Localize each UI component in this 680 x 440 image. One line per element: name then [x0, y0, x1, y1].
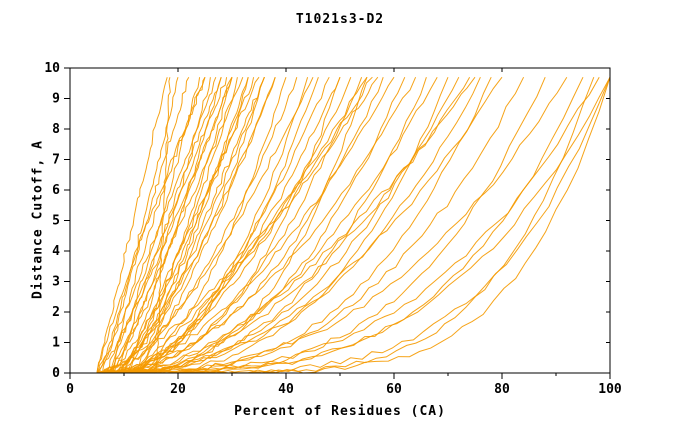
- model-curve: [118, 77, 222, 374]
- model-curve: [96, 76, 368, 374]
- model-curve: [112, 76, 206, 374]
- y-tick-label: 9: [52, 92, 60, 107]
- model-curve: [97, 76, 611, 374]
- y-tick-label: 5: [52, 214, 60, 229]
- model-curve: [112, 76, 314, 374]
- x-tick-label: 20: [170, 382, 186, 397]
- model-curve: [107, 76, 600, 374]
- model-curve: [96, 77, 217, 374]
- model-curve: [129, 76, 476, 374]
- model-curve: [107, 76, 503, 374]
- model-curve: [134, 77, 249, 374]
- y-tick-label: 0: [52, 366, 60, 381]
- model-curve: [113, 77, 611, 374]
- y-tick-label: 3: [52, 275, 60, 290]
- y-tick-label: 1: [52, 336, 60, 351]
- model-curve: [96, 77, 168, 374]
- x-tick-label: 60: [386, 382, 402, 397]
- model-curve: [107, 77, 244, 374]
- model-curve: [96, 77, 233, 374]
- model-curve: [97, 77, 298, 374]
- model-curve: [96, 76, 481, 374]
- model-curve: [123, 76, 260, 374]
- model-curve: [101, 76, 190, 374]
- y-tick-label: 4: [52, 244, 60, 259]
- model-curve: [118, 77, 546, 374]
- model-curve: [124, 76, 568, 374]
- model-curve: [123, 76, 471, 374]
- model-curve: [139, 77, 265, 374]
- model-curve: [96, 77, 265, 374]
- x-tick-label: 40: [278, 382, 294, 397]
- model-curve: [107, 77, 228, 374]
- model-curve: [102, 77, 276, 374]
- x-tick-label: 100: [598, 382, 622, 397]
- x-axis-title: Percent of Residues (CA): [234, 404, 446, 419]
- chart-title: T1021s3-D2: [295, 12, 385, 27]
- model-curve: [129, 77, 276, 374]
- model-curve: [113, 77, 249, 374]
- model-curve: [123, 76, 373, 374]
- model-curve: [96, 77, 179, 374]
- y-tick-label: 8: [52, 122, 60, 137]
- model-curve: [96, 77, 417, 374]
- model-curve: [128, 76, 233, 374]
- y-tick-label: 2: [52, 305, 60, 320]
- y-tick-label: 7: [52, 153, 60, 168]
- model-curve: [102, 77, 238, 374]
- x-tick-label: 80: [494, 382, 510, 397]
- y-tick-label: 6: [52, 183, 60, 198]
- model-curve: [96, 77, 206, 374]
- model-curve: [113, 76, 525, 374]
- model-curve: [107, 76, 395, 374]
- model-curve: [139, 76, 379, 374]
- x-tick-label: 0: [66, 382, 74, 397]
- y-tick-label: 10: [44, 61, 60, 76]
